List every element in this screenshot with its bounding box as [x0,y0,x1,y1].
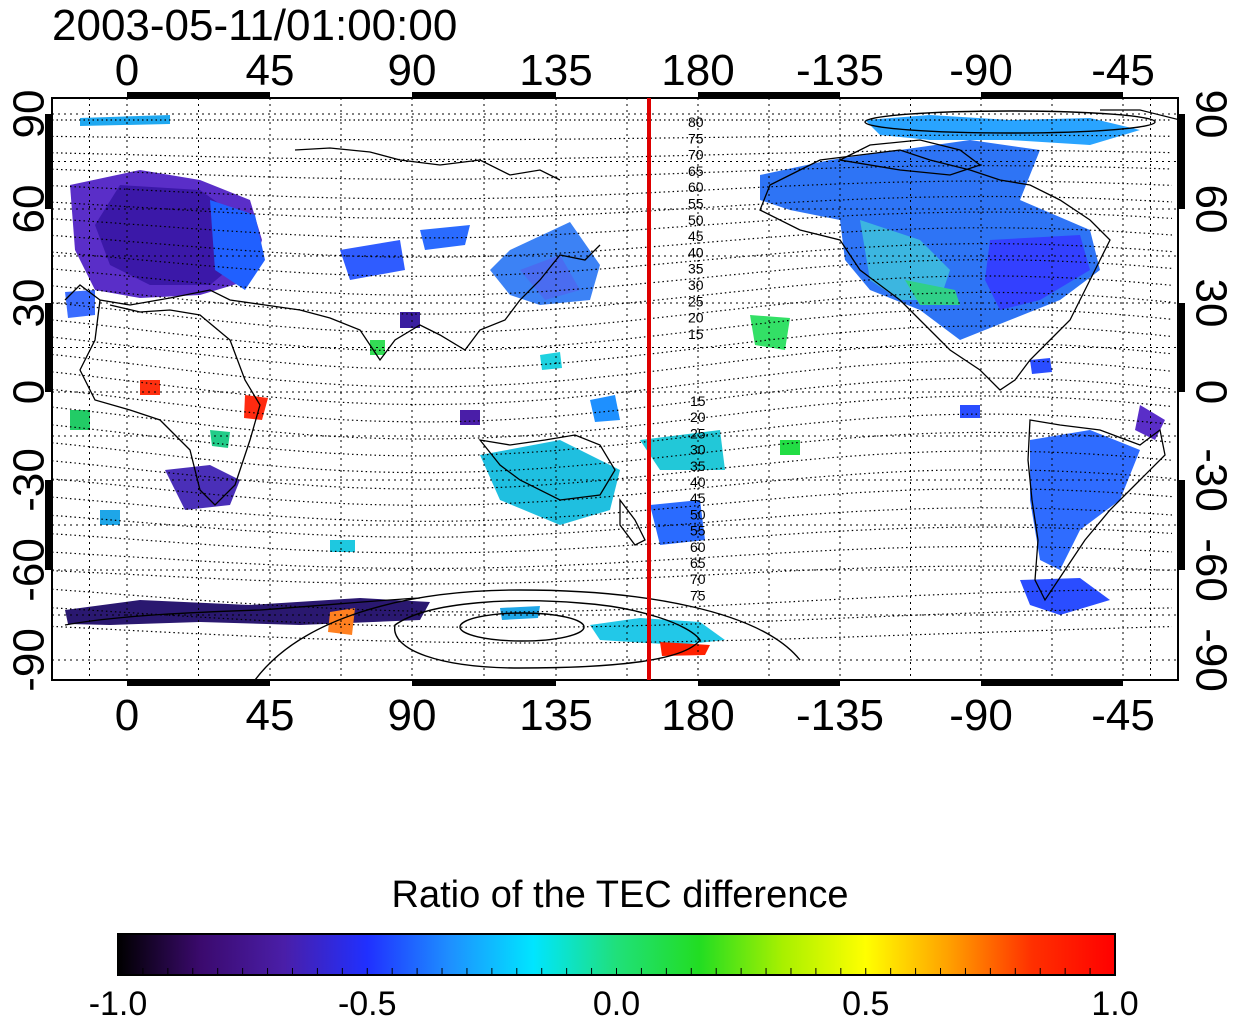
lon-label-bottom: 45 [246,691,295,740]
colorbar-tick-label: 1.0 [1091,985,1139,1023]
contour-label: 50 [690,506,706,522]
lat-label-left: -60 [5,538,54,602]
lat-label-left: 0 [5,380,54,404]
contour-label: 60 [690,539,706,555]
magnetic-pole-contours [254,110,1156,680]
magnetic-latitude-contours [52,119,1173,644]
contour-label: 55 [688,196,704,212]
lat-label-left: -90 [5,628,54,692]
colorbar-title: Ratio of the TEC difference [391,874,849,916]
lon-label-bottom: -90 [949,691,1013,740]
lat-label-right: 30 [1186,279,1235,328]
lon-label-bottom: 180 [661,691,734,740]
lon-label-top: 45 [246,46,295,95]
colorbar-tick-label: -0.5 [337,985,397,1023]
contour-label: 25 [690,425,706,441]
contour-label: 70 [690,571,706,587]
lat-label-left: 90 [5,90,54,139]
contour-label: 40 [690,474,706,490]
contour-label: 30 [690,442,706,458]
coastlines [64,109,1178,626]
contour-value-labels: 8075706560555045403530252015152025303540… [688,114,706,603]
lat-label-right: 0 [1186,380,1235,404]
colorbar-tick-label: 0.5 [842,985,890,1023]
lon-label-bottom: -135 [796,691,884,740]
colorbar-tick-label: 0.0 [592,985,641,1023]
contour-label: 20 [688,310,704,326]
lon-label-top: -45 [1091,46,1155,95]
lon-label-top: 0 [115,46,139,95]
contour-label: 70 [688,147,704,163]
map-grid [52,98,1178,680]
lat-label-right: -60 [1186,538,1235,602]
contour-label: 15 [690,393,706,409]
contour-label: 60 [688,179,704,195]
timestamp-title: 2003-05-11/01:00:00 [52,1,458,50]
lat-label-right: -90 [1186,628,1235,692]
contour-label: 35 [688,261,704,277]
contour-label: 75 [688,130,704,146]
lat-label-right: -30 [1186,448,1235,512]
contour-label: 15 [688,326,704,342]
lon-label-top: 90 [388,46,437,95]
contour-label: 45 [688,228,704,244]
contour-label: 20 [690,409,706,425]
lat-label-right: 60 [1186,185,1235,234]
lon-label-bottom: 90 [388,691,437,740]
lat-label-left: 30 [5,279,54,328]
lat-label-left: -30 [5,448,54,512]
contour-label: 65 [688,163,704,179]
lon-label-top: -90 [949,46,1013,95]
colorbar-minor-ticks [142,968,1091,975]
contour-label: 80 [688,114,704,130]
axis-segment-bars [45,92,1185,686]
contour-label: 75 [690,587,706,603]
contour-label: 25 [688,293,704,309]
colorbar-tick-label: -1.0 [88,985,148,1023]
colorbar-tick-labels: -1.0 -0.5 0.0 0.5 1.0 [0,985,1240,1025]
contour-label: 45 [690,490,706,506]
lat-label-right: 90 [1186,90,1235,139]
lon-label-top: 135 [519,46,592,95]
lon-label-bottom: -45 [1091,691,1155,740]
contour-label: 50 [688,212,704,228]
lon-label-top: 180 [661,46,734,95]
lon-label-bottom: 135 [519,691,592,740]
contour-label: 65 [690,555,706,571]
lon-label-top: -135 [796,46,884,95]
tec-data-patches [65,115,1165,656]
lon-label-bottom: 0 [115,691,139,740]
lat-label-left: 60 [5,185,54,234]
contour-label: 30 [688,277,704,293]
contour-label: 55 [690,523,706,539]
contour-label: 35 [690,458,706,474]
contour-label: 40 [688,244,704,260]
